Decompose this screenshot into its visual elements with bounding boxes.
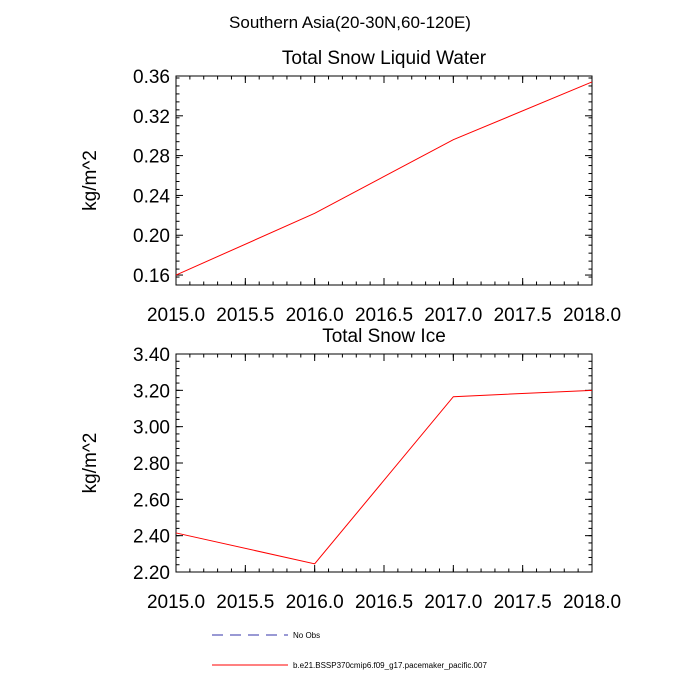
y-tick-label: 0.28 <box>133 147 170 168</box>
x-tick-label: 2016.0 <box>286 592 344 613</box>
panel-snow-ice: Total Snow Ice 2015.0 2015.5 2016.0 2016.5 20… <box>80 326 621 613</box>
x-tick-label: 2018.0 <box>563 592 621 613</box>
figure-suptitle: Southern Asia(20-30N,60-120E) <box>229 13 471 32</box>
x-tick-label: 2015.5 <box>216 305 274 326</box>
x-tick-label: 2018.0 <box>563 305 621 326</box>
y-tick-label: 0.16 <box>133 266 170 287</box>
y-tick-label: 2.40 <box>133 527 170 548</box>
y-tick-label: 0.24 <box>133 186 170 207</box>
panel-title: Total Snow Ice <box>322 326 446 347</box>
y-tick-label: 0.32 <box>133 107 170 128</box>
x-tick-label: 2015.0 <box>147 305 205 326</box>
y-tick-label: 0.20 <box>133 226 170 247</box>
series-line <box>175 81 593 276</box>
plot-frame <box>175 75 593 286</box>
y-tick-label: 2.80 <box>133 454 170 475</box>
x-tick-label: 2016.0 <box>286 305 344 326</box>
x-tick-label: 2017.0 <box>424 592 482 613</box>
x-tick-label: 2017.0 <box>424 305 482 326</box>
x-tick-label: 2016.5 <box>355 305 413 326</box>
panel-title: Total Snow Liquid Water <box>282 48 487 69</box>
legend-label: b.e21.BSSP370cmip6.f09_g17.pacemaker_pac… <box>293 661 487 670</box>
plot-frame <box>175 353 593 573</box>
y-axis-label: kg/m^2 <box>80 150 101 211</box>
panel-snow-liquid-water: Total Snow Liquid Water 2015.0 2015.5 2016.… <box>80 48 621 326</box>
y-tick-label: 2.20 <box>133 563 170 584</box>
y-tick-label: 0.36 <box>133 67 170 88</box>
x-tick-label: 2015.0 <box>147 592 205 613</box>
x-tick-label: 2016.5 <box>355 592 413 613</box>
y-axis-label: kg/m^2 <box>80 433 101 494</box>
y-tick-label: 3.00 <box>133 418 170 439</box>
x-tick-label: 2017.5 <box>494 305 552 326</box>
x-tick-label: 2015.5 <box>216 592 274 613</box>
legend: No Obs b.e21.BSSP370cmip6.f09_g17.pacemak… <box>212 631 487 670</box>
legend-label: No Obs <box>293 631 320 640</box>
y-tick-label: 3.40 <box>133 345 170 366</box>
y-tick-label: 3.20 <box>133 381 170 402</box>
x-tick-label: 2017.5 <box>494 592 552 613</box>
y-tick-label: 2.60 <box>133 490 170 511</box>
series-line <box>175 389 593 565</box>
